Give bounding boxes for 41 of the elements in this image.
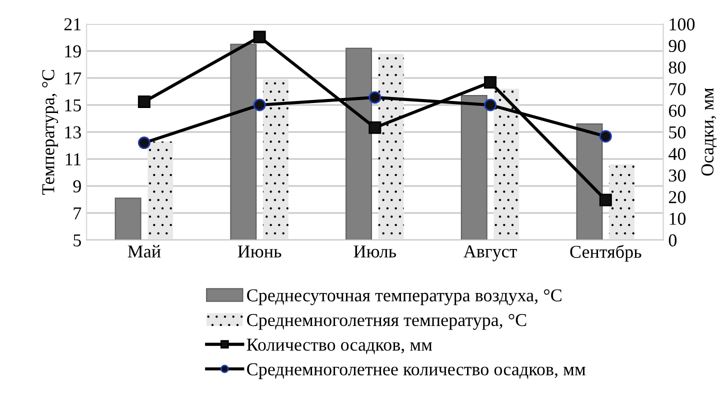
point xyxy=(138,96,150,108)
legend-label: Среднесуточная температура воздуха, °С xyxy=(247,289,562,306)
y2-tick-label: 50 xyxy=(669,126,686,138)
y2-tick-label: 30 xyxy=(669,169,686,182)
y-tick-label: 17 xyxy=(65,72,82,84)
y-tick-label: 5 xyxy=(74,234,81,246)
legend-label: Среднемноголетняя температура, °С xyxy=(247,314,526,330)
y-tick-label: 21 xyxy=(64,18,81,30)
y-tick-label: 13 xyxy=(65,126,81,138)
y2-tick-label: 20 xyxy=(668,191,686,204)
legend-label: Количество осадков, мм xyxy=(246,338,432,354)
x-tick-label: Сентябрь xyxy=(570,244,642,262)
y2-tick-label: 100 xyxy=(670,18,695,30)
point xyxy=(599,130,612,143)
y2-tick-label: 0 xyxy=(668,234,677,246)
y-tick-label: 19 xyxy=(65,45,81,58)
y2-tick-label: 80 xyxy=(668,61,686,74)
point xyxy=(368,121,382,134)
point xyxy=(368,91,382,104)
y2-tick-label: 10 xyxy=(670,212,686,225)
y2-tick-label: 60 xyxy=(668,104,686,117)
point xyxy=(253,30,266,44)
point xyxy=(253,98,266,112)
point xyxy=(138,136,150,150)
x-tick-label: Июль xyxy=(354,246,396,258)
y2-axis-title: Осадки, мм xyxy=(701,88,717,176)
x-tick-label: Август xyxy=(464,245,517,262)
y-tick-label: 9 xyxy=(73,180,81,192)
y-tick-label: 15 xyxy=(65,99,81,112)
y-axis-title: Температура, °С xyxy=(42,70,58,195)
x-tick-label: Июнь xyxy=(238,246,282,258)
y-tick-label: 11 xyxy=(66,153,81,166)
y2-tick-label: 90 xyxy=(668,40,686,52)
y-tick-label: 7 xyxy=(74,207,82,220)
legend-label: Среднемноголетнее количество осадков, мм xyxy=(247,363,586,380)
y2-tick-label: 40 xyxy=(668,148,686,160)
x-tick-label: Май xyxy=(128,245,161,258)
y2-tick-label: 70 xyxy=(669,83,686,96)
point xyxy=(599,194,612,206)
point xyxy=(484,76,497,89)
point xyxy=(484,98,497,112)
